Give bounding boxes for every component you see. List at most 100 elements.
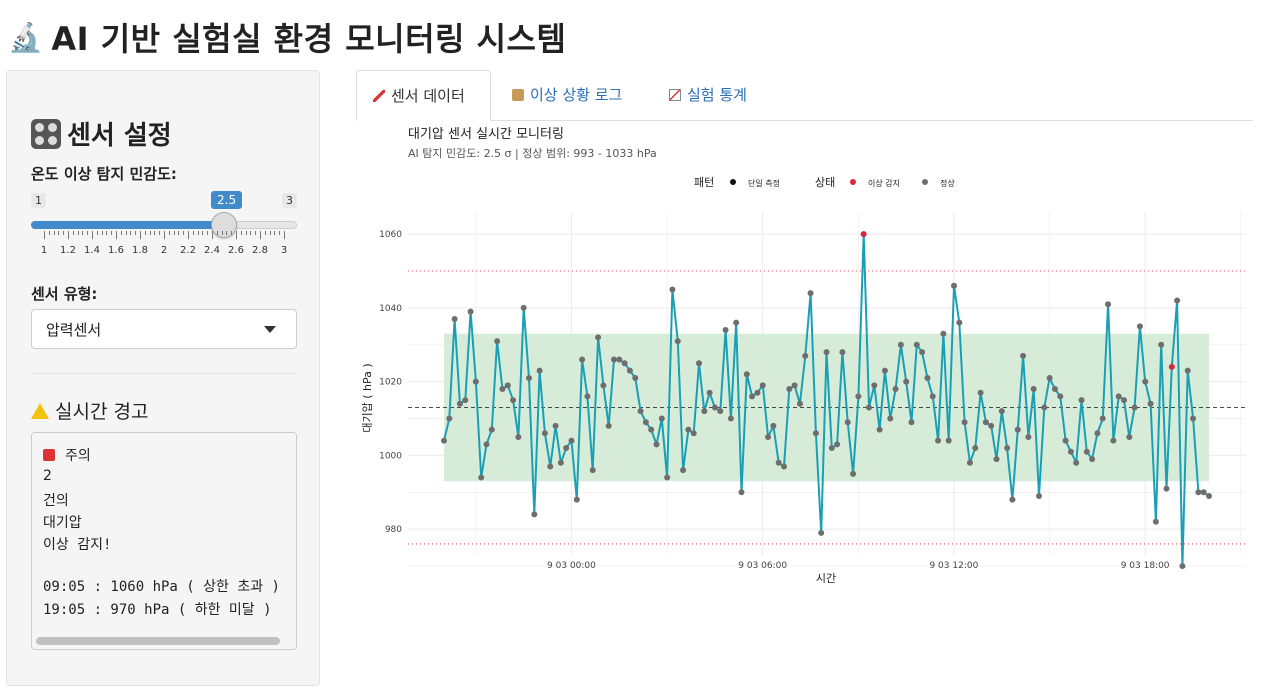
data-point [573, 496, 580, 503]
data-point [711, 404, 718, 411]
slider-tick [168, 231, 170, 235]
data-point [945, 437, 952, 444]
data-point [579, 356, 586, 363]
data-point [706, 389, 713, 396]
sensitivity-slider[interactable]: 1 3 2.5 1 1.2 1.4 1.6 1.8 2 2.2 2.4 2.6 2.8 3 [31, 191, 297, 271]
data-point [1206, 492, 1212, 499]
slider-tick [183, 231, 185, 235]
slider-tick [269, 231, 271, 235]
data-point [828, 445, 835, 452]
tab-statistics[interactable]: 실험 통계 [653, 70, 773, 119]
data-point [892, 386, 899, 393]
data-point [520, 304, 527, 311]
data-point [1115, 393, 1122, 400]
legend-anomaly-marker [850, 179, 856, 185]
slider-tick [250, 231, 252, 235]
data-point [1184, 367, 1191, 374]
y-tick-label: 980 [385, 525, 402, 535]
data-point [1131, 404, 1138, 411]
legend-pattern-item: 단일 측정 [748, 178, 780, 188]
sensor-type-select[interactable]: 압력센서 [31, 309, 297, 349]
data-point [807, 290, 814, 297]
slider-tick-label: 1.6 [108, 245, 124, 256]
data-point [1089, 456, 1096, 463]
data-point [1025, 433, 1032, 440]
data-point [1030, 386, 1037, 393]
data-point [834, 441, 841, 448]
slider-tick [212, 231, 213, 239]
data-point [557, 459, 564, 466]
data-point [1073, 459, 1080, 466]
slider-tick-label: 2.6 [228, 245, 244, 256]
data-point [478, 474, 485, 481]
slider-tick [216, 231, 218, 235]
slider-tick [279, 231, 281, 235]
data-point [510, 397, 517, 404]
legend-status-title: 상태 [815, 176, 835, 189]
plot-area: 980 1000 1020 1040 1060 9 03 00:00 9 03 06:00 9… [379, 212, 1246, 571]
slider-tick [274, 231, 276, 235]
data-point [1195, 489, 1202, 496]
data-point [998, 408, 1005, 415]
data-point [1174, 297, 1181, 304]
alert-box[interactable]: 주의 2 건의 대기압 이상 감지! 09:05 : 1060 hPa ( 상한… [31, 432, 297, 650]
slider-tick [116, 231, 117, 239]
data-point [1105, 301, 1112, 308]
data-point [563, 445, 570, 452]
slider-tick [101, 231, 103, 235]
slider-handle[interactable] [211, 212, 237, 238]
data-point [866, 404, 872, 411]
data-point [791, 382, 798, 389]
data-point [1046, 374, 1053, 381]
slider-tick-label: 2.8 [252, 245, 268, 256]
data-point [499, 386, 506, 393]
data-point [977, 389, 984, 396]
tab-sensor-data[interactable]: 센서 데이터 [356, 70, 491, 121]
clipboard-icon [512, 89, 524, 101]
slider-tick-label: 2.4 [204, 245, 220, 256]
data-point [1057, 393, 1064, 400]
slider-tick [82, 231, 84, 235]
data-point [908, 419, 915, 426]
alert-line-event-2: 19:05 : 970 hPa ( 하한 미달 ) [43, 602, 272, 618]
data-point [541, 430, 548, 437]
slider-tick [92, 231, 93, 239]
anomaly-point [860, 231, 867, 238]
slider-tick [125, 231, 127, 235]
data-point [621, 360, 628, 367]
data-point [961, 419, 968, 426]
data-point [1051, 386, 1058, 393]
slider-tick [106, 231, 108, 235]
slider-max-label: 3 [282, 193, 297, 208]
slider-tick [260, 231, 261, 239]
slider-tick-label: 1.4 [84, 245, 100, 256]
horizontal-scrollbar[interactable] [36, 637, 280, 645]
data-point [1136, 323, 1143, 330]
slider-tick [164, 231, 165, 239]
data-point [451, 315, 458, 322]
data-point [1163, 485, 1170, 492]
slider-tick [178, 231, 180, 235]
data-point [568, 437, 575, 444]
data-point [972, 445, 979, 452]
alert-line-message: 이상 감지! [43, 537, 112, 553]
data-point [1062, 437, 1069, 444]
slider-tick [53, 231, 55, 235]
slider-tick [207, 231, 209, 235]
data-point [733, 319, 740, 326]
slider-tick [226, 231, 228, 235]
chart-subtitle: AI 탐지 민감도: 2.5 σ | 정상 범위: 993 - 1033 hPa [408, 147, 657, 160]
slider-tick-label: 2 [160, 245, 168, 256]
tab-anomaly-log[interactable]: 이상 상황 로그 [496, 70, 646, 119]
data-point [743, 371, 750, 378]
slider-tick [48, 231, 50, 235]
data-point [552, 422, 559, 429]
slider-tick [284, 231, 285, 239]
data-point [951, 282, 957, 289]
data-point [993, 456, 1000, 463]
slider-tick [111, 231, 113, 235]
data-point [940, 330, 947, 337]
anomaly-point [1168, 363, 1175, 370]
sensitivity-label: 온도 이상 탐지 민감도: [31, 165, 177, 183]
data-point [722, 327, 729, 334]
